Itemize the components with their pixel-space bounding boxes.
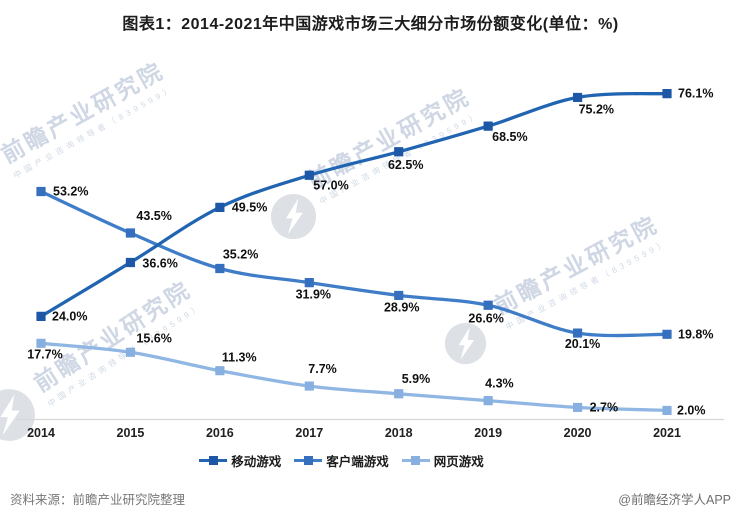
legend-label: 移动游戏 (231, 455, 282, 469)
data-point-label: 7.7% (308, 362, 337, 376)
data-point-marker (215, 366, 225, 376)
chart-footer: 资料来源：前瞻产业研究院整理 @前瞻经济学人APP (10, 489, 731, 508)
x-axis-tick-label: 2019 (474, 426, 502, 440)
data-source-text: 资料来源：前瞻产业研究院整理 (10, 493, 186, 507)
data-point-label: 43.5% (136, 209, 171, 223)
data-point-marker (36, 186, 46, 197)
legend-line-marker-icon (294, 456, 323, 466)
data-point-marker (572, 328, 583, 338)
legend-line-marker-icon (401, 456, 430, 466)
x-axis-tick-label: 2017 (295, 426, 323, 440)
data-point-label: 75.2% (579, 102, 614, 116)
series-line-网页游戏 (39, 341, 669, 413)
chart-title: 图表1：2014-2021年中国游戏市场三大细分市场份额变化(单位：%) (122, 16, 619, 33)
data-point-label: 62.5% (388, 158, 423, 172)
data-point-marker (304, 277, 314, 288)
data-point-label: 24.0% (52, 309, 87, 323)
x-axis-tick-label: 2020 (564, 426, 592, 440)
legend-item-web-games: 网页游戏 (401, 451, 484, 470)
data-point-label: 11.3% (222, 351, 257, 365)
data-point-label: 19.8% (678, 327, 713, 341)
data-point-marker (215, 202, 225, 212)
data-point-label: 4.3% (485, 377, 514, 391)
credit-text: @前瞻经济学人APP (618, 493, 731, 507)
data-point-label: 17.7% (27, 347, 62, 361)
data-point-marker (394, 290, 404, 301)
x-axis-tick-label: 2016 (206, 426, 234, 440)
data-point-marker (304, 170, 314, 180)
legend-item-client-games: 客户端游戏 (294, 451, 389, 470)
data-point-label: 28.9% (384, 300, 419, 314)
chart-legend: 移动游戏 客户端游戏 网页游戏 (0, 451, 683, 470)
x-axis-tick-label: 2015 (117, 426, 145, 440)
data-point-marker (394, 389, 404, 399)
data-point-marker (304, 381, 314, 391)
data-point-label: 36.6% (142, 256, 177, 270)
data-point-marker (394, 147, 404, 157)
legend-label: 网页游戏 (433, 455, 484, 469)
data-point-label: 2.0% (677, 403, 706, 417)
data-point-marker (662, 88, 672, 99)
data-point-marker (125, 347, 136, 357)
series-line-移动游戏 (39, 91, 669, 319)
data-point-marker (36, 338, 46, 348)
x-axis-tick-label: 2014 (27, 426, 55, 440)
data-point-marker (572, 92, 583, 103)
data-point-label: 31.9% (296, 288, 331, 302)
data-point-marker (662, 329, 672, 339)
data-point-label: 68.5% (492, 130, 527, 144)
data-point-label: 20.1% (565, 337, 600, 351)
data-point-label: 26.6% (468, 311, 503, 325)
data-point-label: 2.7% (590, 400, 619, 414)
data-point-label: 49.5% (232, 200, 267, 214)
data-point-label: 35.2% (223, 247, 258, 261)
data-point-label: 76.1% (678, 87, 713, 101)
data-point-marker (483, 396, 493, 406)
data-point-label: 57.0% (313, 178, 348, 192)
legend-label: 客户端游戏 (326, 455, 389, 469)
legend-item-mobile-games: 移动游戏 (199, 451, 281, 470)
data-point-marker (572, 402, 583, 413)
data-point-marker (483, 121, 493, 131)
data-point-marker (215, 263, 225, 274)
data-point-label: 15.6% (136, 331, 171, 345)
x-axis-tick-label: 2018 (385, 426, 413, 440)
x-axis-tick-label: 2021 (653, 426, 681, 440)
data-point-label: 53.2% (53, 185, 88, 199)
data-point-label: 5.9% (402, 372, 431, 386)
data-point-marker (483, 300, 493, 310)
legend-line-marker-icon (199, 456, 228, 466)
series-line-客户端游戏 (39, 189, 669, 338)
data-point-marker (662, 405, 672, 416)
data-point-marker (36, 311, 46, 321)
data-point-marker (125, 228, 136, 238)
data-point-marker (125, 257, 136, 268)
